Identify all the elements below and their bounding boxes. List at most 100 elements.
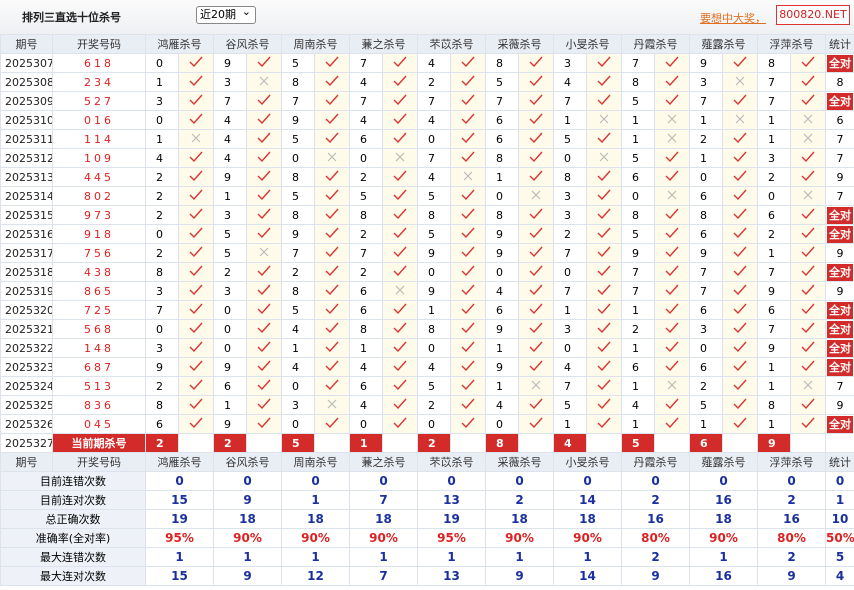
check-icon [801, 322, 815, 333]
period: 2025326 [0, 414, 53, 434]
summary-value: 0 [349, 471, 418, 491]
check-icon [393, 75, 407, 86]
hit-cell [518, 110, 554, 130]
check-icon [257, 322, 271, 333]
hit-cell [178, 262, 214, 282]
empty-cell [382, 433, 418, 453]
kill-number: 5 [621, 224, 655, 244]
hit-cell [382, 414, 418, 434]
check-icon [597, 341, 611, 352]
hit-cell [518, 224, 554, 244]
kill-number: 0 [213, 319, 247, 339]
table-row: 2025321 568 0 0 4 8 8 9 3 2 3 7 全对 [0, 319, 854, 339]
kill-number: 2 [417, 72, 451, 92]
kill-number: 1 [689, 414, 723, 434]
kill-number: 1 [281, 338, 315, 358]
kill-number: 3 [213, 72, 247, 92]
hit-cell [314, 205, 350, 225]
check-icon [461, 151, 475, 162]
check-icon [325, 360, 339, 371]
hit-cell [450, 72, 486, 92]
draw-number: 918 [52, 224, 146, 244]
check-icon [529, 208, 543, 219]
kill-number: 1 [621, 338, 655, 358]
hit-cell [586, 395, 622, 415]
kill-number: 9 [213, 53, 247, 73]
kill-number: 9 [145, 357, 179, 377]
check-icon [733, 94, 747, 105]
hit-cell [722, 338, 758, 358]
period: 2025314 [0, 186, 53, 206]
current-kill: 4 [553, 433, 587, 453]
kill-number: 0 [145, 224, 179, 244]
draw-number: 016 [52, 110, 146, 130]
kill-number: 8 [621, 205, 655, 225]
summary-value: 90% [281, 528, 350, 548]
period-select[interactable]: 近20期 [196, 4, 256, 24]
check-icon [325, 303, 339, 314]
kill-number: 1 [553, 300, 587, 320]
kill-number: 6 [145, 414, 179, 434]
check-icon [189, 113, 203, 124]
kill-number: 7 [485, 91, 519, 111]
kill-number: 6 [349, 300, 383, 320]
check-icon [733, 303, 747, 314]
stat-cell: 7 [825, 148, 854, 168]
kill-number: 7 [349, 91, 383, 111]
hit-cell [178, 110, 214, 130]
hit-cell [450, 281, 486, 301]
column-header: 期号 [0, 34, 53, 54]
check-icon [461, 113, 475, 124]
kill-number: 7 [553, 243, 587, 263]
summary-value: 7 [349, 490, 418, 510]
kill-number: 2 [757, 167, 791, 187]
check-icon [733, 246, 747, 257]
kill-number: 1 [757, 129, 791, 149]
check-icon [733, 360, 747, 371]
empty-cell [246, 433, 282, 453]
period: 2025315 [0, 205, 53, 225]
hit-cell [314, 53, 350, 73]
kill-number: 6 [349, 376, 383, 396]
column-header: 谷风杀号 [213, 452, 282, 472]
kill-number: 8 [757, 395, 791, 415]
hit-cell [722, 186, 758, 206]
table-row: 2025325 836 8 1 3 4 2 4 5 4 5 8 9 [0, 395, 854, 415]
check-icon [665, 322, 679, 333]
hit-cell [518, 357, 554, 377]
hit-cell [450, 129, 486, 149]
check-icon [461, 208, 475, 219]
logo[interactable]: 800820.NET [776, 5, 850, 25]
hit-cell [246, 205, 282, 225]
check-icon [529, 75, 543, 86]
check-icon [801, 284, 815, 295]
kill-number: 6 [485, 110, 519, 130]
ad-link[interactable]: 要想中大奖， [700, 12, 766, 25]
kill-number: 6 [213, 376, 247, 396]
summary-value: 18 [485, 509, 554, 529]
draw-number: 865 [52, 281, 146, 301]
hit-cell [246, 395, 282, 415]
hit-cell [450, 110, 486, 130]
check-icon [597, 417, 611, 428]
kill-number: 8 [145, 395, 179, 415]
kill-number: 3 [281, 395, 315, 415]
stat-cell: 9 [825, 281, 854, 301]
check-icon [665, 94, 679, 105]
column-header: 开奖号码 [52, 452, 146, 472]
column-header: 采薇杀号 [485, 452, 554, 472]
hit-cell [450, 224, 486, 244]
kill-number: 6 [349, 281, 383, 301]
check-icon [393, 398, 407, 409]
hit-cell [586, 167, 622, 187]
check-icon [257, 113, 271, 124]
check-icon [597, 189, 611, 200]
kill-number: 5 [213, 243, 247, 263]
check-icon [461, 227, 475, 238]
cross-icon [735, 76, 745, 85]
check-icon [325, 189, 339, 200]
check-icon [325, 75, 339, 86]
hit-cell [178, 148, 214, 168]
draw-number: 802 [52, 186, 146, 206]
check-icon [665, 417, 679, 428]
